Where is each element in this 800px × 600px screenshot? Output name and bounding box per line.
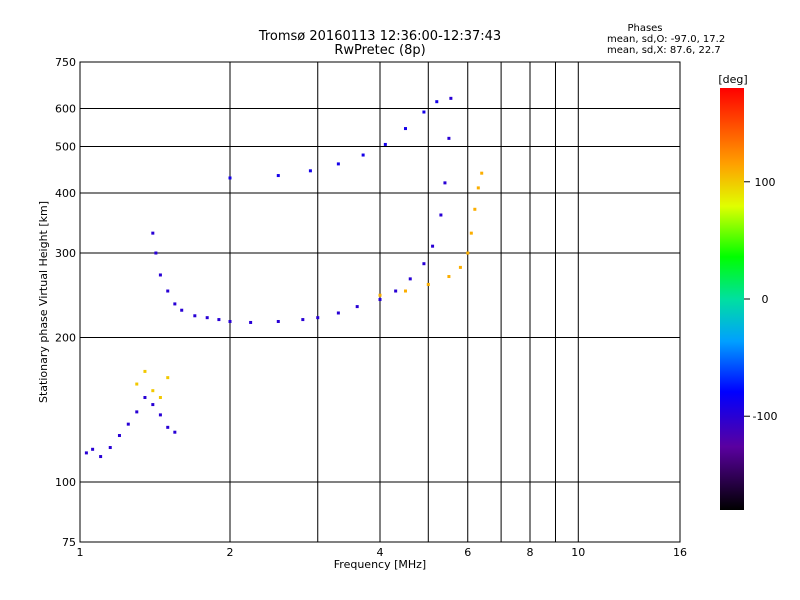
colorbar-tick-label: 0 — [762, 293, 769, 306]
data-point — [408, 277, 412, 281]
data-point — [449, 96, 453, 100]
data-points — [84, 96, 484, 459]
y-tick-label: 75 — [62, 536, 76, 549]
colorbar-tick-label: 100 — [755, 176, 776, 189]
x-tick-label: 2 — [227, 546, 234, 559]
data-point — [205, 316, 209, 320]
data-point — [403, 127, 407, 131]
y-axis-label: Stationary phase Virtual Height [km] — [37, 201, 50, 403]
axis-ticks: 1 2 4 6 8 10 16 75 100 200 300 400 500 600 750 — [55, 56, 687, 559]
y-tick-label: 600 — [55, 103, 76, 116]
data-point — [394, 289, 398, 293]
data-point — [403, 289, 407, 293]
data-point — [143, 396, 147, 400]
colorbar-ticks: 100 0 -100 — [744, 176, 777, 423]
y-tick-label: 100 — [55, 476, 76, 489]
data-point — [476, 186, 480, 190]
data-point — [154, 251, 158, 255]
data-point — [447, 275, 451, 279]
data-point — [426, 282, 430, 286]
y-tick-label: 750 — [55, 56, 76, 69]
data-point — [108, 446, 112, 450]
data-point — [180, 308, 184, 312]
y-tick-label: 300 — [55, 247, 76, 260]
data-point — [117, 434, 121, 438]
data-point — [166, 425, 170, 429]
data-point — [422, 110, 426, 114]
data-point — [91, 447, 95, 451]
data-point — [158, 413, 162, 417]
colorbar-label: [deg] — [718, 73, 747, 86]
x-tick-label: 1 — [77, 546, 84, 559]
data-point — [126, 422, 130, 426]
grid-lines — [80, 62, 680, 542]
colorbar — [720, 88, 744, 510]
data-point — [378, 293, 382, 297]
data-point — [443, 181, 447, 185]
data-point — [361, 153, 365, 157]
data-point — [308, 169, 312, 173]
data-point — [173, 430, 177, 434]
data-point — [228, 176, 232, 180]
data-point — [158, 273, 162, 277]
data-point — [439, 213, 443, 217]
data-point — [355, 305, 359, 309]
x-tick-label: 4 — [377, 546, 384, 559]
x-tick-label: 16 — [673, 546, 687, 559]
data-point — [435, 100, 439, 104]
data-point — [99, 455, 103, 459]
data-point — [135, 410, 139, 414]
data-point — [458, 265, 462, 269]
x-tick-label: 8 — [527, 546, 534, 559]
data-point — [466, 251, 470, 255]
data-point — [473, 207, 477, 211]
data-point — [228, 319, 232, 323]
data-point — [217, 318, 221, 322]
data-point — [276, 174, 280, 178]
chart-title: Tromsø 20160113 12:36:00-12:37:43 — [258, 29, 501, 44]
chart-subtitle: RwPretec (8p) — [334, 43, 425, 58]
data-point — [447, 136, 451, 140]
data-point — [151, 403, 155, 407]
data-point — [336, 162, 340, 166]
data-point — [166, 376, 170, 380]
colorbar-tick-label: -100 — [753, 410, 778, 423]
x-tick-label: 10 — [571, 546, 585, 559]
data-point — [135, 382, 139, 386]
data-point — [431, 244, 435, 248]
data-point — [249, 320, 253, 324]
y-tick-label: 200 — [55, 332, 76, 345]
data-point — [316, 316, 320, 320]
data-point — [151, 389, 155, 393]
data-point — [276, 319, 280, 323]
data-point — [469, 231, 473, 235]
y-tick-label: 500 — [55, 141, 76, 154]
data-point — [84, 451, 88, 455]
y-tick-label: 400 — [55, 187, 76, 200]
x-tick-label: 6 — [464, 546, 471, 559]
x-axis-label: Frequency [MHz] — [334, 558, 426, 571]
data-point — [173, 302, 177, 306]
data-point — [151, 231, 155, 235]
data-point — [301, 318, 305, 322]
data-point — [193, 314, 197, 318]
phase-x-stats: mean, sd,X: 87.6, 22.7 — [607, 45, 721, 56]
data-point — [383, 142, 387, 146]
data-point — [480, 171, 484, 175]
phase-o-stats: mean, sd,O: -97.0, 17.2 — [607, 34, 725, 45]
data-point — [143, 369, 147, 373]
phase-heading: Phases — [627, 23, 662, 34]
data-point — [166, 289, 170, 293]
data-point — [336, 311, 340, 315]
data-point — [422, 262, 426, 266]
data-point — [378, 298, 382, 302]
data-point — [158, 396, 162, 400]
